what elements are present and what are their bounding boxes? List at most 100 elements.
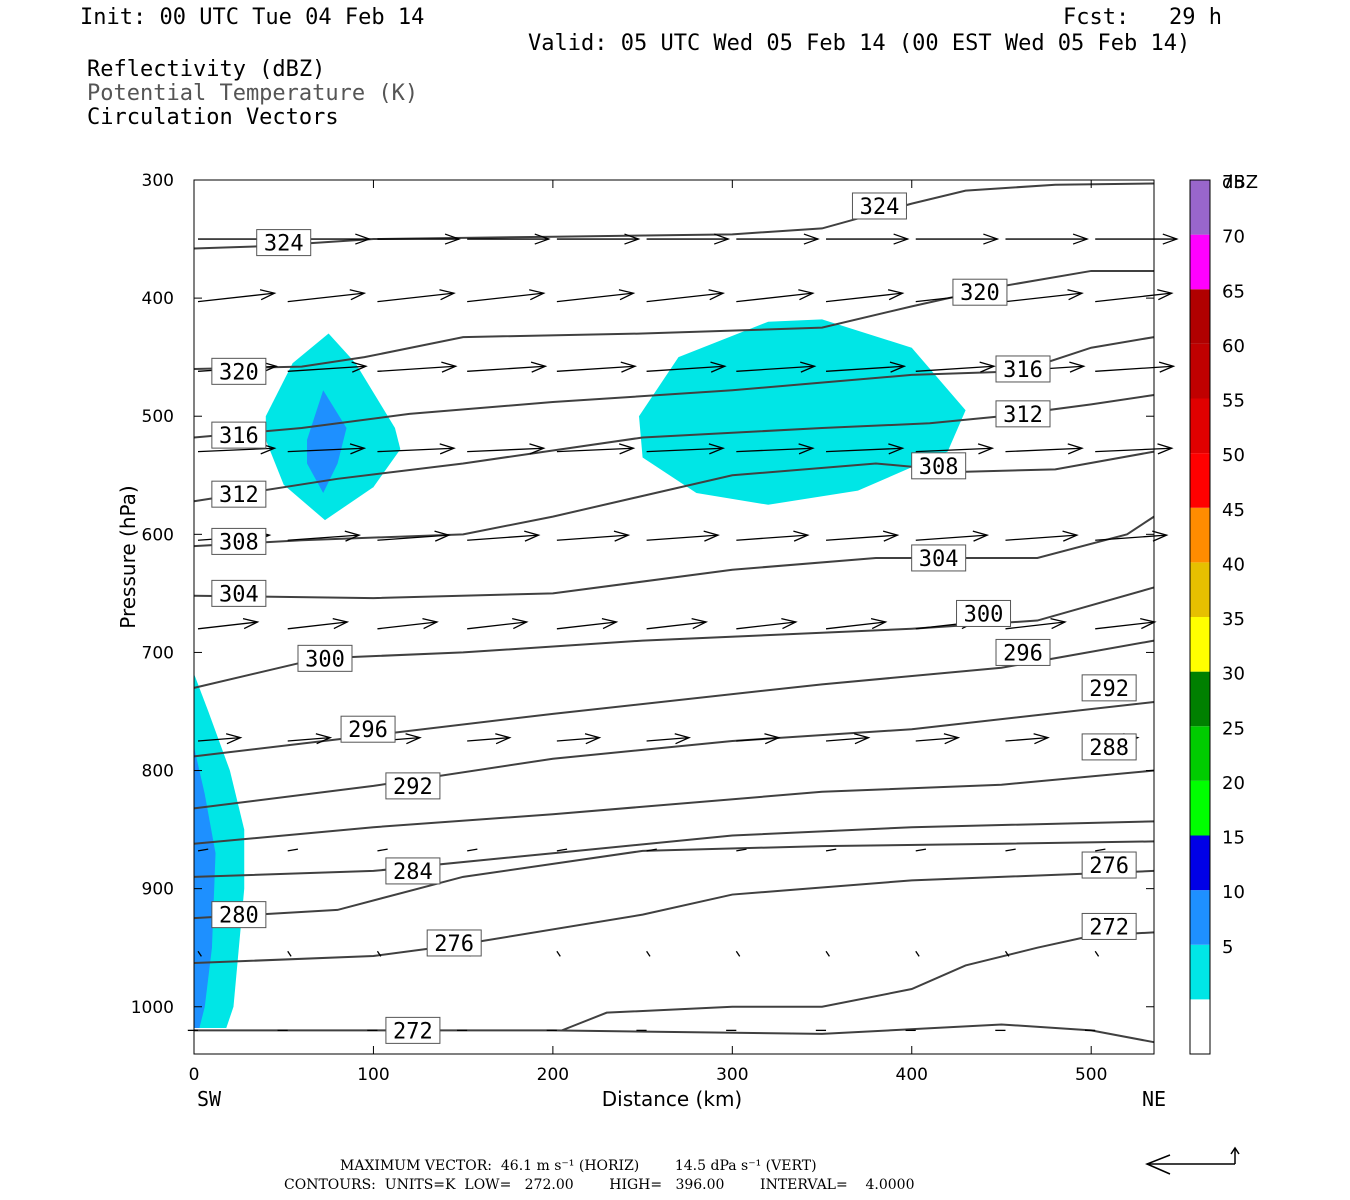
contour-label-box bbox=[995, 355, 1051, 383]
colorbar-label: 65 bbox=[1222, 281, 1245, 302]
circulation-vector-head bbox=[1067, 289, 1084, 301]
contour-label: 320 bbox=[960, 281, 1000, 306]
contour-label-box bbox=[297, 644, 353, 672]
circulation-vector bbox=[556, 950, 561, 957]
circulation-vector bbox=[556, 848, 568, 852]
circulation-vector bbox=[467, 534, 539, 541]
contour-label: 284 bbox=[393, 860, 433, 885]
circulation-vector-head bbox=[242, 617, 260, 630]
circulation-vector bbox=[1005, 447, 1083, 453]
circulation-vector bbox=[915, 950, 920, 957]
circulation-vector bbox=[736, 848, 747, 852]
circulation-vector bbox=[736, 621, 796, 630]
circulation-vector bbox=[736, 447, 813, 453]
circulation-vector-head bbox=[703, 530, 720, 542]
circulation-vector bbox=[377, 292, 455, 303]
circulation-vector-head bbox=[618, 289, 636, 301]
circulation-vector-head bbox=[355, 233, 372, 245]
circulation-vector-head bbox=[261, 361, 279, 373]
contour-label: 272 bbox=[393, 1019, 433, 1044]
circulation-vector-head bbox=[332, 617, 350, 630]
colorbar-bin bbox=[1190, 999, 1210, 1054]
circulation-vector-head bbox=[439, 289, 456, 301]
circulation-vector bbox=[467, 848, 478, 852]
circulation-vector bbox=[197, 736, 241, 742]
circulation-vector bbox=[287, 950, 292, 957]
circulation-vector-head bbox=[512, 617, 529, 630]
circulation-vector bbox=[556, 534, 629, 541]
circulation-vector-head bbox=[349, 443, 367, 455]
circulation-vector-head bbox=[1152, 530, 1169, 542]
circulation-vector bbox=[376, 950, 382, 957]
circulation-vector bbox=[556, 365, 636, 372]
circulation-vector bbox=[646, 534, 719, 541]
circulation-vector-head bbox=[889, 361, 907, 373]
circulation-vector bbox=[646, 447, 724, 453]
contour-label: 324 bbox=[860, 195, 900, 220]
contour-label: 300 bbox=[964, 602, 1004, 627]
circulation-vector-head bbox=[972, 530, 990, 542]
y-tick-label: 300 bbox=[142, 171, 174, 191]
circulation-vector-head bbox=[1072, 233, 1090, 245]
contour-label-box bbox=[256, 229, 312, 257]
circulation-vector-head bbox=[764, 733, 781, 745]
circulation-vector-head bbox=[351, 361, 368, 373]
circulation-vector bbox=[1005, 292, 1083, 303]
theta-contour bbox=[193, 701, 1155, 810]
contour-label: 288 bbox=[1089, 736, 1129, 761]
circulation-vector bbox=[377, 447, 454, 453]
theta-contour bbox=[194, 1023, 1155, 1044]
colorbar-bin bbox=[1190, 944, 1210, 1000]
circulation-vector bbox=[1005, 621, 1066, 630]
colorbar-label: 45 bbox=[1222, 500, 1245, 521]
circulation-vector-head bbox=[674, 733, 692, 745]
colorbar-bin bbox=[1190, 890, 1210, 945]
contour-label-box bbox=[426, 929, 482, 957]
circulation-vector bbox=[197, 447, 275, 453]
circulation-vector-head bbox=[793, 530, 810, 542]
circulation-vector bbox=[556, 292, 634, 303]
circulation-vector-head bbox=[1069, 361, 1086, 373]
circulation-vector-head bbox=[444, 233, 461, 245]
circulation-vector-head bbox=[691, 617, 709, 630]
colorbar-bin bbox=[1190, 398, 1210, 454]
colorbar-label: 40 bbox=[1222, 554, 1245, 575]
contour-label-box bbox=[211, 480, 267, 508]
circulation-vector bbox=[646, 950, 651, 957]
colorbar-bin bbox=[1190, 835, 1210, 891]
colorbar-frame bbox=[1189, 179, 1211, 1055]
circulation-vector bbox=[825, 950, 830, 957]
field-label-theta: Potential Temperature (K) bbox=[87, 81, 419, 106]
circulation-vector bbox=[646, 736, 690, 742]
circulation-vector bbox=[825, 292, 903, 303]
colorbar-bin bbox=[1190, 726, 1210, 781]
circulation-vector-head bbox=[405, 733, 422, 745]
x-tick-label: 200 bbox=[537, 1065, 569, 1085]
contour-label: 276 bbox=[434, 932, 474, 957]
circulation-vector bbox=[197, 292, 275, 303]
circulation-vector bbox=[915, 447, 993, 453]
circulation-vector bbox=[646, 292, 724, 303]
circulation-vector bbox=[915, 534, 988, 541]
contour-label: 324 bbox=[264, 232, 304, 257]
theta-contour bbox=[193, 840, 1155, 920]
circulation-vector bbox=[287, 447, 365, 453]
circulation-vector-head bbox=[315, 733, 333, 745]
contour-label-box bbox=[911, 452, 967, 480]
circulation-vector-head bbox=[534, 233, 551, 245]
colorbar-bin bbox=[1190, 343, 1210, 399]
colorbar-unit: dBZ bbox=[1222, 172, 1258, 193]
circulation-vector-head bbox=[798, 443, 815, 455]
circulation-vector-head bbox=[344, 530, 362, 542]
theta-contour bbox=[193, 393, 1155, 503]
y-tick-label: 1000 bbox=[131, 998, 174, 1018]
circulation-vector-head bbox=[710, 361, 727, 373]
circulation-vector-head bbox=[601, 617, 619, 630]
reflectivity-fill-layer bbox=[194, 319, 966, 1029]
circulation-vector-head bbox=[1140, 617, 1157, 630]
theta-contour bbox=[193, 769, 1155, 845]
contour-label-box bbox=[211, 901, 267, 929]
circulation-vector bbox=[556, 447, 634, 453]
y-tick-label: 600 bbox=[142, 525, 174, 545]
